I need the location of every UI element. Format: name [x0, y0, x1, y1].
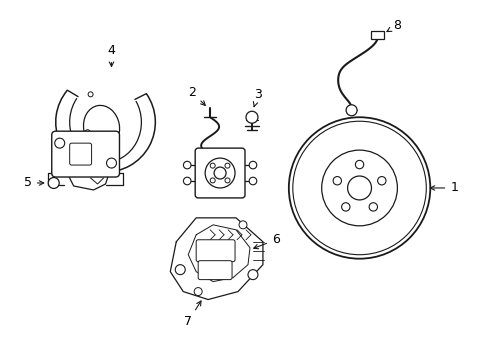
Circle shape: [249, 161, 256, 169]
Circle shape: [239, 221, 246, 229]
FancyBboxPatch shape: [195, 148, 244, 198]
Circle shape: [346, 105, 356, 116]
Circle shape: [245, 111, 258, 123]
Circle shape: [55, 138, 64, 148]
Text: 3: 3: [253, 88, 262, 107]
Circle shape: [224, 163, 229, 168]
Text: 5: 5: [24, 176, 43, 189]
Circle shape: [347, 176, 371, 200]
Circle shape: [214, 167, 225, 179]
Circle shape: [205, 158, 235, 188]
Ellipse shape: [83, 105, 120, 149]
Text: 1: 1: [429, 181, 457, 194]
Circle shape: [85, 130, 90, 135]
Circle shape: [183, 177, 191, 185]
Circle shape: [355, 160, 363, 169]
Circle shape: [194, 288, 202, 296]
Circle shape: [288, 117, 429, 259]
Circle shape: [210, 178, 215, 183]
Circle shape: [48, 177, 59, 189]
Circle shape: [175, 265, 185, 275]
FancyBboxPatch shape: [196, 240, 235, 262]
Text: 4: 4: [107, 44, 115, 66]
Circle shape: [106, 158, 116, 168]
FancyBboxPatch shape: [370, 31, 384, 39]
Circle shape: [249, 177, 256, 185]
FancyBboxPatch shape: [69, 143, 91, 165]
Text: 6: 6: [253, 233, 279, 249]
Circle shape: [210, 163, 215, 168]
Circle shape: [368, 203, 377, 211]
Circle shape: [292, 121, 426, 255]
Circle shape: [341, 203, 349, 211]
Circle shape: [247, 270, 258, 280]
Circle shape: [224, 178, 229, 183]
FancyBboxPatch shape: [198, 261, 232, 280]
Circle shape: [183, 161, 191, 169]
Text: 8: 8: [386, 19, 401, 32]
Text: 7: 7: [184, 301, 201, 328]
Circle shape: [88, 92, 93, 97]
Circle shape: [377, 176, 385, 185]
Circle shape: [95, 152, 100, 157]
Circle shape: [321, 150, 397, 226]
Text: 2: 2: [188, 86, 205, 105]
Circle shape: [332, 176, 341, 185]
FancyBboxPatch shape: [52, 131, 119, 177]
